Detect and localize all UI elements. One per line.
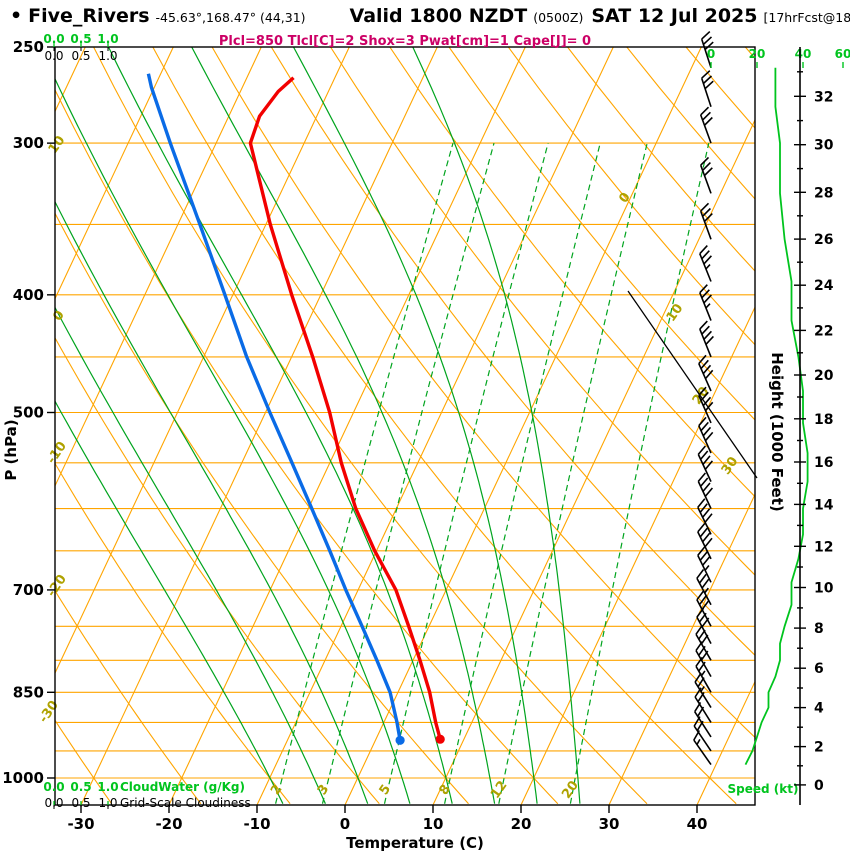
cloudwater-scale-top: 0.0 xyxy=(43,32,64,46)
station-bullet: • xyxy=(10,5,23,27)
aux-diagonal-line xyxy=(627,290,758,479)
cloudiness-scale-top: 0.0 xyxy=(44,49,63,63)
mixing-ratio-gridlines xyxy=(275,142,710,804)
derived-parameters: Plcl=850 Tlcl[C]=2 Shox=3 Pwat[cm]=1 Cap… xyxy=(218,34,592,49)
mixing-ratio-label: 3 xyxy=(315,782,332,798)
dry-adiabat-label: -30 xyxy=(36,698,62,726)
pressure-tick-label: 250 xyxy=(13,38,44,56)
station-name: Five_Rivers xyxy=(28,5,150,27)
cloudwater-scale-bottom: 0.5 xyxy=(70,780,91,794)
forecast-tag: [17hrFcst@1852z] xyxy=(763,10,850,25)
pressure-axis-title: P (hPa) xyxy=(2,419,20,480)
pressure-tick-label: 300 xyxy=(13,134,44,152)
mixing-ratio-label: 5 xyxy=(377,782,394,798)
temperature-tick-label: -10 xyxy=(243,815,270,833)
isotherm-label: 10 xyxy=(664,301,687,324)
surface-temperature-dot xyxy=(435,734,445,744)
height-tick-label: 14 xyxy=(814,497,834,513)
dry-adiabat-label: -20 xyxy=(44,572,70,600)
speed-axis-title: Speed (kt) xyxy=(728,782,799,796)
isotherm-label: 0 xyxy=(616,190,633,206)
height-tick-label: 24 xyxy=(814,278,834,294)
cloud-scales: 0.00.00.00.00.50.50.50.51.01.01.01.0Clou… xyxy=(43,32,250,810)
dewpoint-curve xyxy=(146,73,405,745)
chart-title: • Five_Rivers -45.63°,168.47° (44,31) Va… xyxy=(10,5,850,27)
pressure-tick-label: 400 xyxy=(13,286,44,304)
height-tick-label: 8 xyxy=(814,621,824,637)
cloudiness-scale-bottom: 0.5 xyxy=(71,796,90,810)
valid-time: Valid 1800 NZDT xyxy=(349,5,528,27)
temperature-curve xyxy=(248,76,445,744)
cloudwater-scale-top: 0.5 xyxy=(70,32,91,46)
height-tick-label: 12 xyxy=(814,539,833,555)
speed-tick-label: 60 xyxy=(835,47,850,61)
height-tick-label: 28 xyxy=(814,185,833,201)
pressure-tick-label: 500 xyxy=(13,403,44,421)
temperature-axis-title: Temperature (C) xyxy=(346,834,484,852)
temperature-tick-label: 0 xyxy=(340,815,350,833)
moist-adiabat-gridlines xyxy=(55,47,581,804)
height-tick-label: 4 xyxy=(814,701,824,717)
height-tick-label: 6 xyxy=(814,661,824,677)
temperature-tick-label: -30 xyxy=(67,815,94,833)
temperature-tick-label: 20 xyxy=(511,815,532,833)
pressure-tick-label: 1000 xyxy=(2,769,44,787)
cloudiness-scale-top: 0.5 xyxy=(71,49,90,63)
cloudwater-axis-title: CloudWater (g/Kg) xyxy=(120,780,245,794)
pressure-tick-label: 700 xyxy=(13,581,44,599)
mixing-ratio-label: 12 xyxy=(488,778,511,801)
pressure-gridlines xyxy=(55,142,755,779)
height-tick-label: 26 xyxy=(814,232,833,248)
temperature-axis: -30 -20 -10 0 10 20 30 40 Temperature (C) xyxy=(67,805,707,852)
cloudiness-axis-title: Grid-Scale Cloudiness xyxy=(120,796,251,810)
wind-barbs xyxy=(693,31,714,766)
temperature-tick-label: 30 xyxy=(599,815,620,833)
pressure-tick-label: 850 xyxy=(13,683,44,701)
height-tick-label: 20 xyxy=(814,368,834,384)
cloudiness-scale-top: 1.0 xyxy=(98,49,117,63)
temperature-tick-label: 10 xyxy=(423,815,444,833)
speed-tick-label: 20 xyxy=(749,47,766,61)
cloudiness-scale-bottom: 0.0 xyxy=(44,796,63,810)
height-tick-label: 30 xyxy=(814,138,834,154)
valid-zulu: (0500Z) xyxy=(533,10,584,25)
height-tick-label: 22 xyxy=(814,323,833,339)
isotherm-label: 30 xyxy=(719,454,742,477)
plot-frame xyxy=(54,46,756,806)
valid-date: SAT 12 Jul 2025 xyxy=(591,5,758,27)
speed-tick-label: 0 xyxy=(707,47,715,61)
dry-adiabat-gridlines xyxy=(55,47,755,805)
cloudwater-scale-top: 1.0 xyxy=(97,32,118,46)
station-coords: -45.63°,168.47° (44,31) xyxy=(155,10,306,25)
height-tick-label: 18 xyxy=(814,412,833,428)
cloudwater-scale-bottom: 1.0 xyxy=(97,780,118,794)
height-tick-label: 32 xyxy=(814,89,833,105)
pressure-axis: 250 300 400 500 700 850 1000 P (hPa) xyxy=(2,38,55,787)
height-axis-title: Height (1000 Feet) xyxy=(768,352,786,512)
height-tick-label: 0 xyxy=(814,778,824,794)
height-tick-label: 2 xyxy=(814,740,824,756)
isotherm-gridlines xyxy=(55,47,755,805)
dry-adiabat-label: 10 xyxy=(46,133,69,156)
height-tick-label: 16 xyxy=(814,455,833,471)
speed-tick-label: 40 xyxy=(795,47,812,61)
cloudwater-scale-bottom: 0.0 xyxy=(43,780,64,794)
dry-adiabat-label: 0 xyxy=(50,308,67,324)
temperature-tick-label: 40 xyxy=(687,815,708,833)
surface-dewpoint-dot xyxy=(395,735,405,745)
temperature-tick-label: -20 xyxy=(155,815,182,833)
cloudiness-scale-bottom: 1.0 xyxy=(98,796,117,810)
height-tick-label: 10 xyxy=(814,581,834,597)
